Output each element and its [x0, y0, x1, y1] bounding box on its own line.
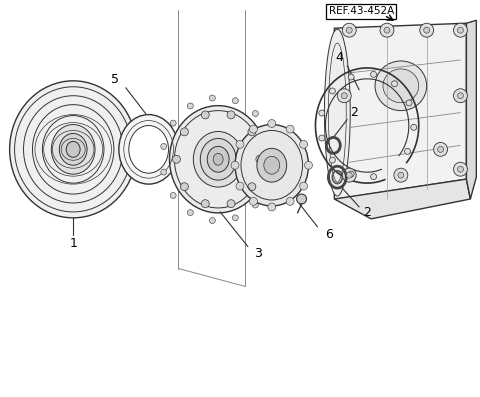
Ellipse shape — [66, 141, 80, 157]
Ellipse shape — [213, 153, 223, 165]
Circle shape — [371, 71, 377, 77]
Circle shape — [227, 200, 235, 208]
Circle shape — [180, 128, 188, 136]
Circle shape — [248, 128, 256, 136]
Circle shape — [300, 182, 308, 190]
Circle shape — [170, 193, 176, 198]
Circle shape — [231, 161, 239, 169]
Circle shape — [346, 27, 352, 33]
Text: 1: 1 — [69, 237, 77, 250]
Polygon shape — [467, 20, 476, 199]
Circle shape — [187, 103, 193, 109]
Circle shape — [286, 125, 294, 133]
Circle shape — [266, 131, 272, 137]
Text: REF.43-452A: REF.43-452A — [328, 6, 394, 16]
Text: 6: 6 — [325, 228, 333, 241]
Circle shape — [271, 156, 277, 162]
Ellipse shape — [51, 125, 95, 174]
Ellipse shape — [169, 106, 267, 213]
Circle shape — [405, 148, 410, 154]
Text: 4: 4 — [336, 52, 343, 64]
Circle shape — [266, 181, 272, 187]
Circle shape — [420, 23, 433, 37]
Ellipse shape — [383, 69, 419, 103]
Circle shape — [457, 166, 463, 172]
Circle shape — [248, 183, 256, 191]
Circle shape — [201, 200, 209, 208]
Circle shape — [454, 162, 468, 176]
Circle shape — [454, 23, 468, 37]
Circle shape — [172, 155, 180, 163]
Circle shape — [424, 27, 430, 33]
Circle shape — [341, 93, 347, 99]
Circle shape — [256, 155, 264, 163]
Circle shape — [329, 88, 336, 94]
Circle shape — [457, 93, 463, 99]
Circle shape — [236, 182, 244, 190]
Circle shape — [209, 95, 216, 101]
Circle shape — [348, 74, 354, 80]
Ellipse shape — [200, 139, 236, 180]
Circle shape — [252, 110, 258, 116]
Polygon shape — [335, 179, 470, 219]
Ellipse shape — [59, 133, 87, 165]
Circle shape — [433, 143, 447, 156]
Circle shape — [232, 98, 238, 104]
Circle shape — [209, 218, 216, 224]
Ellipse shape — [129, 125, 168, 173]
Circle shape — [371, 173, 377, 179]
Circle shape — [398, 172, 404, 178]
Ellipse shape — [324, 29, 350, 196]
Circle shape — [346, 172, 352, 178]
Text: 2: 2 — [363, 206, 371, 220]
Circle shape — [268, 203, 276, 211]
Circle shape — [348, 171, 354, 177]
Circle shape — [268, 119, 276, 127]
Circle shape — [201, 111, 209, 119]
Circle shape — [394, 168, 408, 182]
Ellipse shape — [235, 125, 309, 206]
Circle shape — [250, 197, 257, 205]
Circle shape — [236, 141, 244, 148]
Circle shape — [170, 120, 176, 126]
Circle shape — [384, 27, 390, 33]
Circle shape — [337, 89, 351, 103]
Text: 2: 2 — [350, 106, 358, 119]
Ellipse shape — [375, 61, 427, 111]
Circle shape — [342, 23, 356, 37]
Text: 3: 3 — [254, 247, 262, 260]
Circle shape — [392, 81, 397, 87]
Circle shape — [161, 169, 167, 175]
Circle shape — [454, 89, 468, 103]
Circle shape — [319, 110, 325, 116]
Circle shape — [297, 194, 307, 204]
Circle shape — [180, 183, 188, 191]
Circle shape — [329, 157, 336, 163]
Circle shape — [319, 135, 325, 141]
Circle shape — [380, 23, 394, 37]
Circle shape — [286, 197, 294, 205]
Ellipse shape — [257, 148, 287, 182]
Circle shape — [438, 146, 444, 152]
Polygon shape — [335, 23, 467, 199]
Circle shape — [252, 202, 258, 208]
Circle shape — [250, 125, 257, 133]
Circle shape — [457, 27, 463, 33]
Text: 5: 5 — [111, 73, 119, 86]
Circle shape — [187, 210, 193, 216]
Ellipse shape — [193, 131, 243, 187]
Circle shape — [227, 111, 235, 119]
Ellipse shape — [264, 156, 280, 174]
Ellipse shape — [119, 115, 179, 184]
Circle shape — [232, 215, 238, 221]
Circle shape — [411, 124, 417, 130]
Circle shape — [304, 161, 312, 169]
Ellipse shape — [207, 146, 229, 172]
Circle shape — [161, 143, 167, 149]
Ellipse shape — [10, 81, 137, 218]
Circle shape — [300, 141, 308, 148]
Circle shape — [342, 168, 356, 182]
Circle shape — [406, 100, 412, 106]
